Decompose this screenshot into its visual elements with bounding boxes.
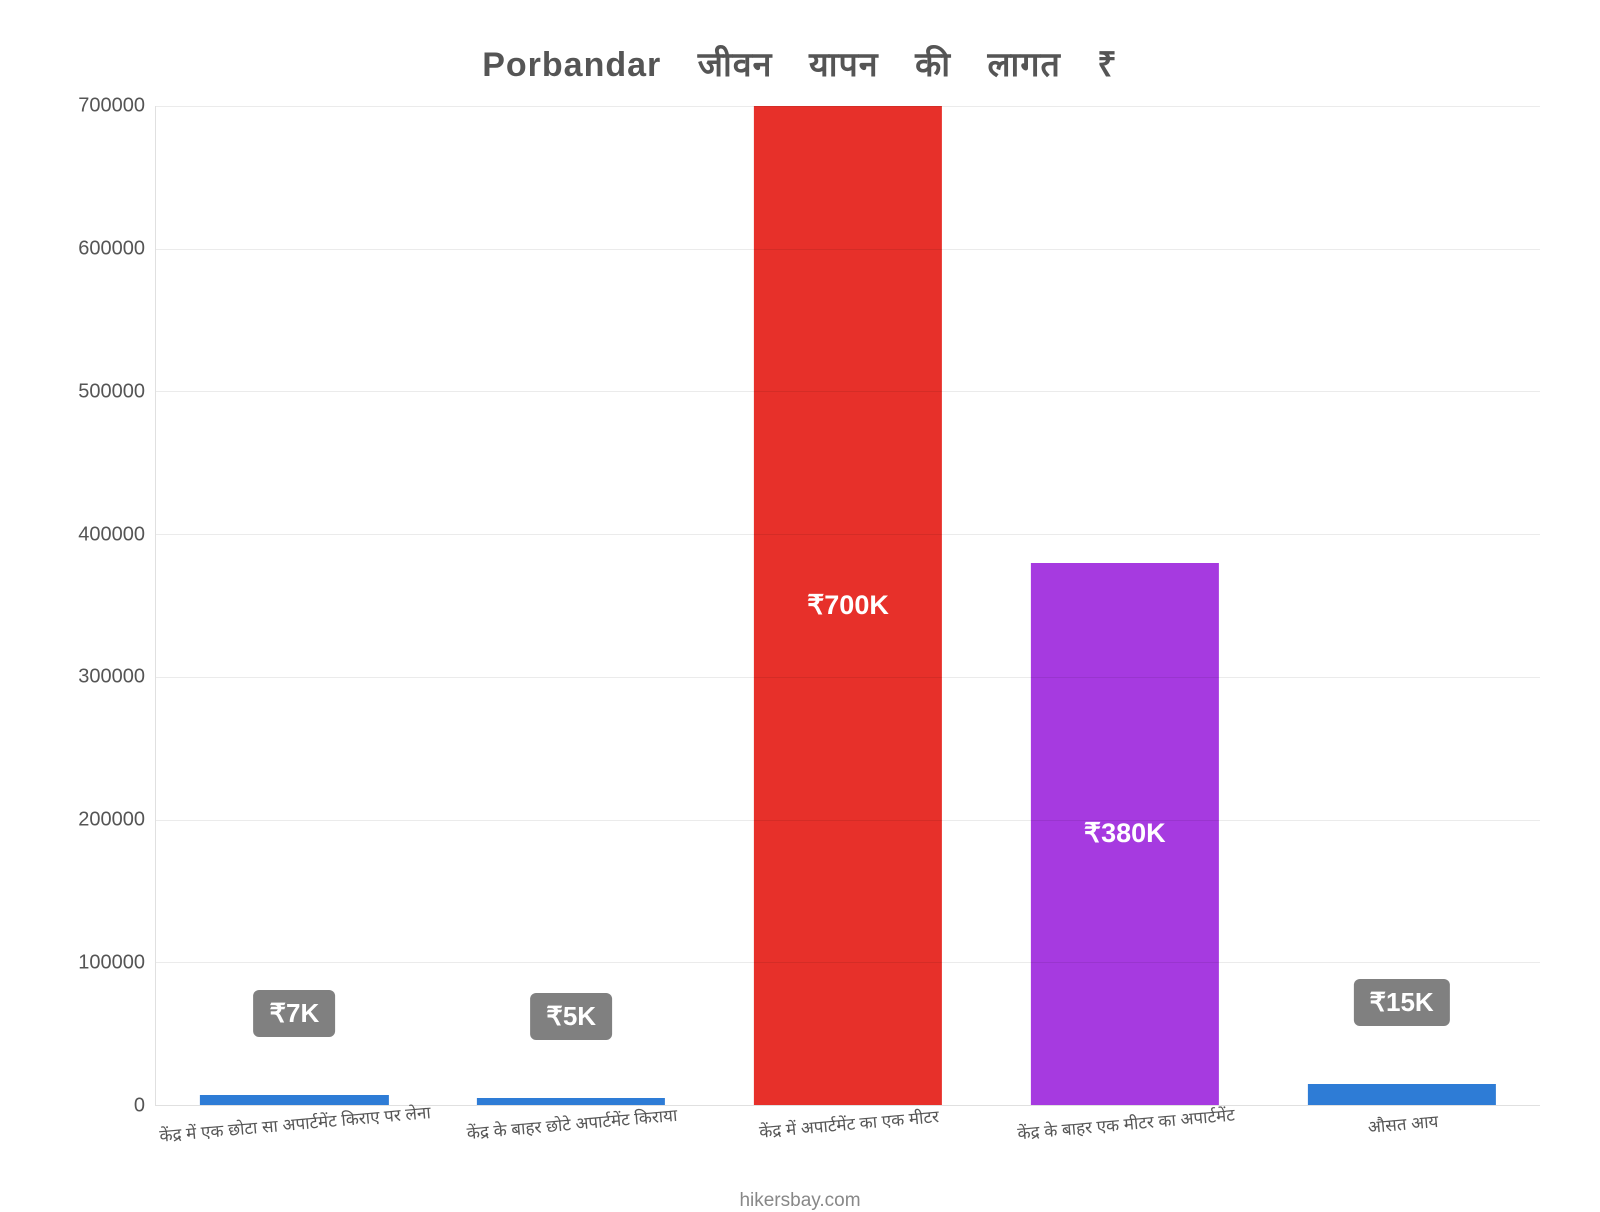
grid-line xyxy=(156,249,1540,250)
bar xyxy=(1307,1084,1495,1105)
y-tick-label: 400000 xyxy=(40,523,145,546)
x-axis-labels: केंद्र में एक छोटा सा अपार्टमेंट किराए प… xyxy=(155,1106,1540,1196)
y-tick-label: 700000 xyxy=(40,95,145,118)
x-tick-label: केंद्र के बाहर छोटे अपार्टमेंट किराया xyxy=(465,1103,677,1144)
bar-value-label: ₹380K xyxy=(1078,818,1172,849)
grid-line xyxy=(156,677,1540,678)
grid-line xyxy=(156,391,1540,392)
y-tick-label: 200000 xyxy=(40,809,145,832)
bar-slot: ₹700K xyxy=(710,106,987,1105)
x-label-slot: केंद्र के बाहर एक मीटर का अपार्टमेंट xyxy=(986,1106,1263,1196)
y-axis: 0100000200000300000400000500000600000700… xyxy=(40,106,145,1106)
chart-title: Porbandar जीवन यापन की लागत ₹ xyxy=(40,40,1560,86)
y-tick-label: 500000 xyxy=(40,380,145,403)
plot-outer: 0100000200000300000400000500000600000700… xyxy=(155,106,1540,1106)
grid-line xyxy=(156,106,1540,107)
bar-value-label: ₹5K xyxy=(530,993,612,1040)
grid-line xyxy=(156,962,1540,963)
y-tick-label: 0 xyxy=(40,1095,145,1118)
x-label-slot: केंद्र में एक छोटा सा अपार्टमेंट किराए प… xyxy=(155,1106,432,1196)
x-tick-label: केंद्र के बाहर एक मीटर का अपार्टमेंट xyxy=(1016,1103,1235,1145)
x-label-slot: केंद्र में अपार्टमेंट का एक मीटर xyxy=(709,1106,986,1196)
x-label-slot: केंद्र के बाहर छोटे अपार्टमेंट किराया xyxy=(432,1106,709,1196)
bar-slot: ₹5K xyxy=(433,106,710,1105)
bar-value-label: ₹15K xyxy=(1353,979,1449,1026)
chart-container: Porbandar जीवन यापन की लागत ₹ 0100000200… xyxy=(0,0,1600,1200)
bar-slot: ₹380K xyxy=(986,106,1263,1105)
x-tick-label: केंद्र में एक छोटा सा अपार्टमेंट किराए प… xyxy=(158,1100,431,1147)
y-tick-label: 300000 xyxy=(40,666,145,689)
bar-slot: ₹15K xyxy=(1263,106,1540,1105)
y-tick-label: 100000 xyxy=(40,952,145,975)
x-label-slot: औसत आय xyxy=(1263,1106,1540,1196)
bars-group: ₹7K ₹5K ₹700K ₹380K ₹15K xyxy=(156,106,1540,1105)
bar: ₹380K xyxy=(1031,563,1219,1105)
bar: ₹700K xyxy=(754,106,942,1105)
bar-value-label: ₹7K xyxy=(254,990,336,1037)
grid-line xyxy=(156,534,1540,535)
plot-area: ₹7K ₹5K ₹700K ₹380K ₹15K xyxy=(155,106,1540,1106)
x-tick-label: केंद्र में अपार्टमेंट का एक मीटर xyxy=(758,1104,940,1143)
grid-line xyxy=(156,820,1540,821)
bar-value-label: ₹700K xyxy=(801,590,895,621)
bar xyxy=(200,1095,388,1105)
x-tick-label: औसत आय xyxy=(1366,1109,1438,1138)
bar-slot: ₹7K xyxy=(156,106,433,1105)
y-tick-label: 600000 xyxy=(40,237,145,260)
bar xyxy=(477,1098,665,1105)
